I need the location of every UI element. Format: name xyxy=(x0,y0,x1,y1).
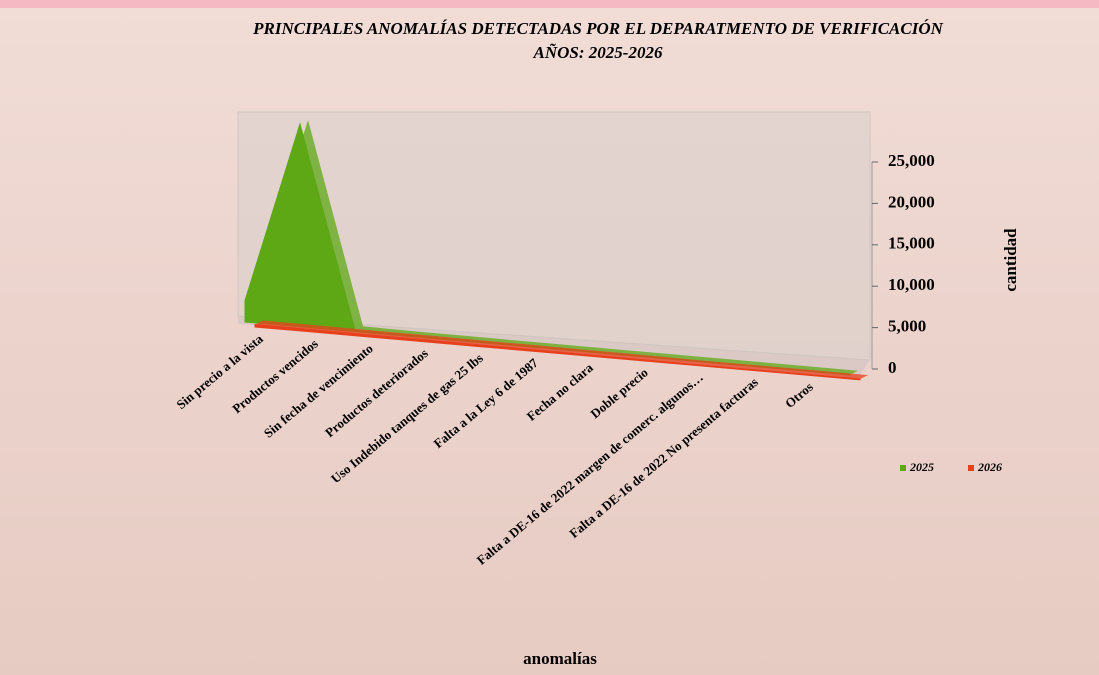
chart-title: PRINCIPALES ANOMALÍAS DETECTADAS POR EL … xyxy=(252,19,943,38)
y-tick-label: 5,000 xyxy=(888,317,926,336)
y-tick-label: 0 xyxy=(888,358,897,377)
area-top-face xyxy=(255,320,868,380)
y-tick-label: 10,000 xyxy=(888,275,935,294)
y-tick-label: 15,000 xyxy=(888,234,935,253)
legend-label: 2026 xyxy=(977,460,1002,474)
chart-subtitle: AÑOS: 2025-2026 xyxy=(533,43,663,62)
top-band xyxy=(0,0,1099,8)
legend-label: 2025 xyxy=(909,460,934,474)
area-top-face xyxy=(245,119,858,375)
legend-swatch xyxy=(900,465,906,471)
legend-swatch xyxy=(968,465,974,471)
y-tick-label: 25,000 xyxy=(888,151,935,170)
area xyxy=(254,323,861,381)
x-axis-title: anomalías xyxy=(523,649,597,668)
y-tick-label: 20,000 xyxy=(888,192,935,211)
y-axis-title: cantidad xyxy=(1001,228,1020,292)
